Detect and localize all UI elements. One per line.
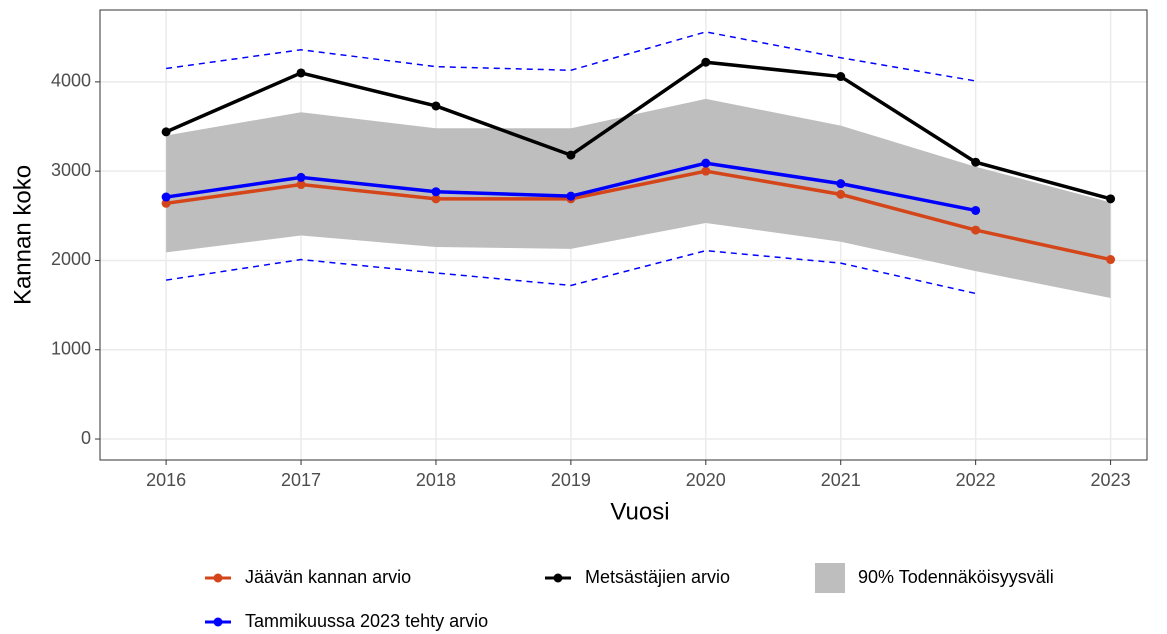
x-tick-label: 2016	[146, 470, 186, 490]
series-point	[836, 179, 846, 189]
x-tick-label: 2018	[416, 470, 456, 490]
series-point	[701, 57, 711, 67]
series-point	[296, 68, 306, 78]
x-tick-label: 2023	[1091, 470, 1131, 490]
legend-key	[213, 573, 223, 583]
series-point	[971, 205, 981, 215]
x-tick-label: 2019	[551, 470, 591, 490]
series-point	[836, 189, 846, 199]
series-point	[431, 187, 441, 197]
series-point	[1106, 255, 1116, 265]
legend-key	[553, 573, 563, 583]
plot-border	[99, 9, 1148, 461]
y-axis-title: Kannan koko	[9, 165, 36, 305]
y-tick-label: 4000	[51, 71, 91, 91]
legend-key	[815, 563, 845, 593]
legend-label: Tammikuussa 2023 tehty arvio	[245, 611, 488, 631]
x-tick-label: 2021	[821, 470, 861, 490]
series-line	[165, 60, 1112, 201]
x-tick-label: 2022	[956, 470, 996, 490]
confidence-band	[166, 98, 1111, 298]
y-tick-label: 3000	[51, 160, 91, 180]
x-tick-label: 2020	[686, 470, 726, 490]
series-line	[165, 169, 1111, 262]
interval-line	[166, 31, 976, 82]
x-tick-label: 2017	[281, 470, 321, 490]
series-point	[161, 198, 171, 208]
y-tick-label: 1000	[51, 338, 91, 358]
legend-label: Jäävän kannan arvio	[245, 567, 411, 587]
series-point	[296, 172, 306, 182]
series-point	[1106, 194, 1116, 204]
series-point	[161, 127, 171, 137]
series-point	[431, 101, 441, 111]
series-point	[566, 150, 576, 160]
interval-line	[165, 249, 976, 295]
legend-key	[213, 617, 223, 627]
series-point	[971, 225, 981, 235]
series-point	[296, 180, 306, 190]
legend-label: 90% Todennäköisyysväli	[858, 567, 1054, 587]
series-point	[701, 158, 711, 168]
series-point	[701, 166, 711, 176]
series-point	[431, 194, 441, 204]
series-point	[566, 191, 576, 201]
y-tick-label: 0	[81, 428, 91, 448]
series-point	[161, 192, 171, 202]
legend-label: Metsästäjien arvio	[585, 567, 730, 587]
series-point	[971, 157, 981, 167]
y-tick-label: 2000	[51, 249, 91, 269]
series-point	[836, 72, 846, 82]
x-axis-title: Vuosi	[610, 498, 669, 525]
